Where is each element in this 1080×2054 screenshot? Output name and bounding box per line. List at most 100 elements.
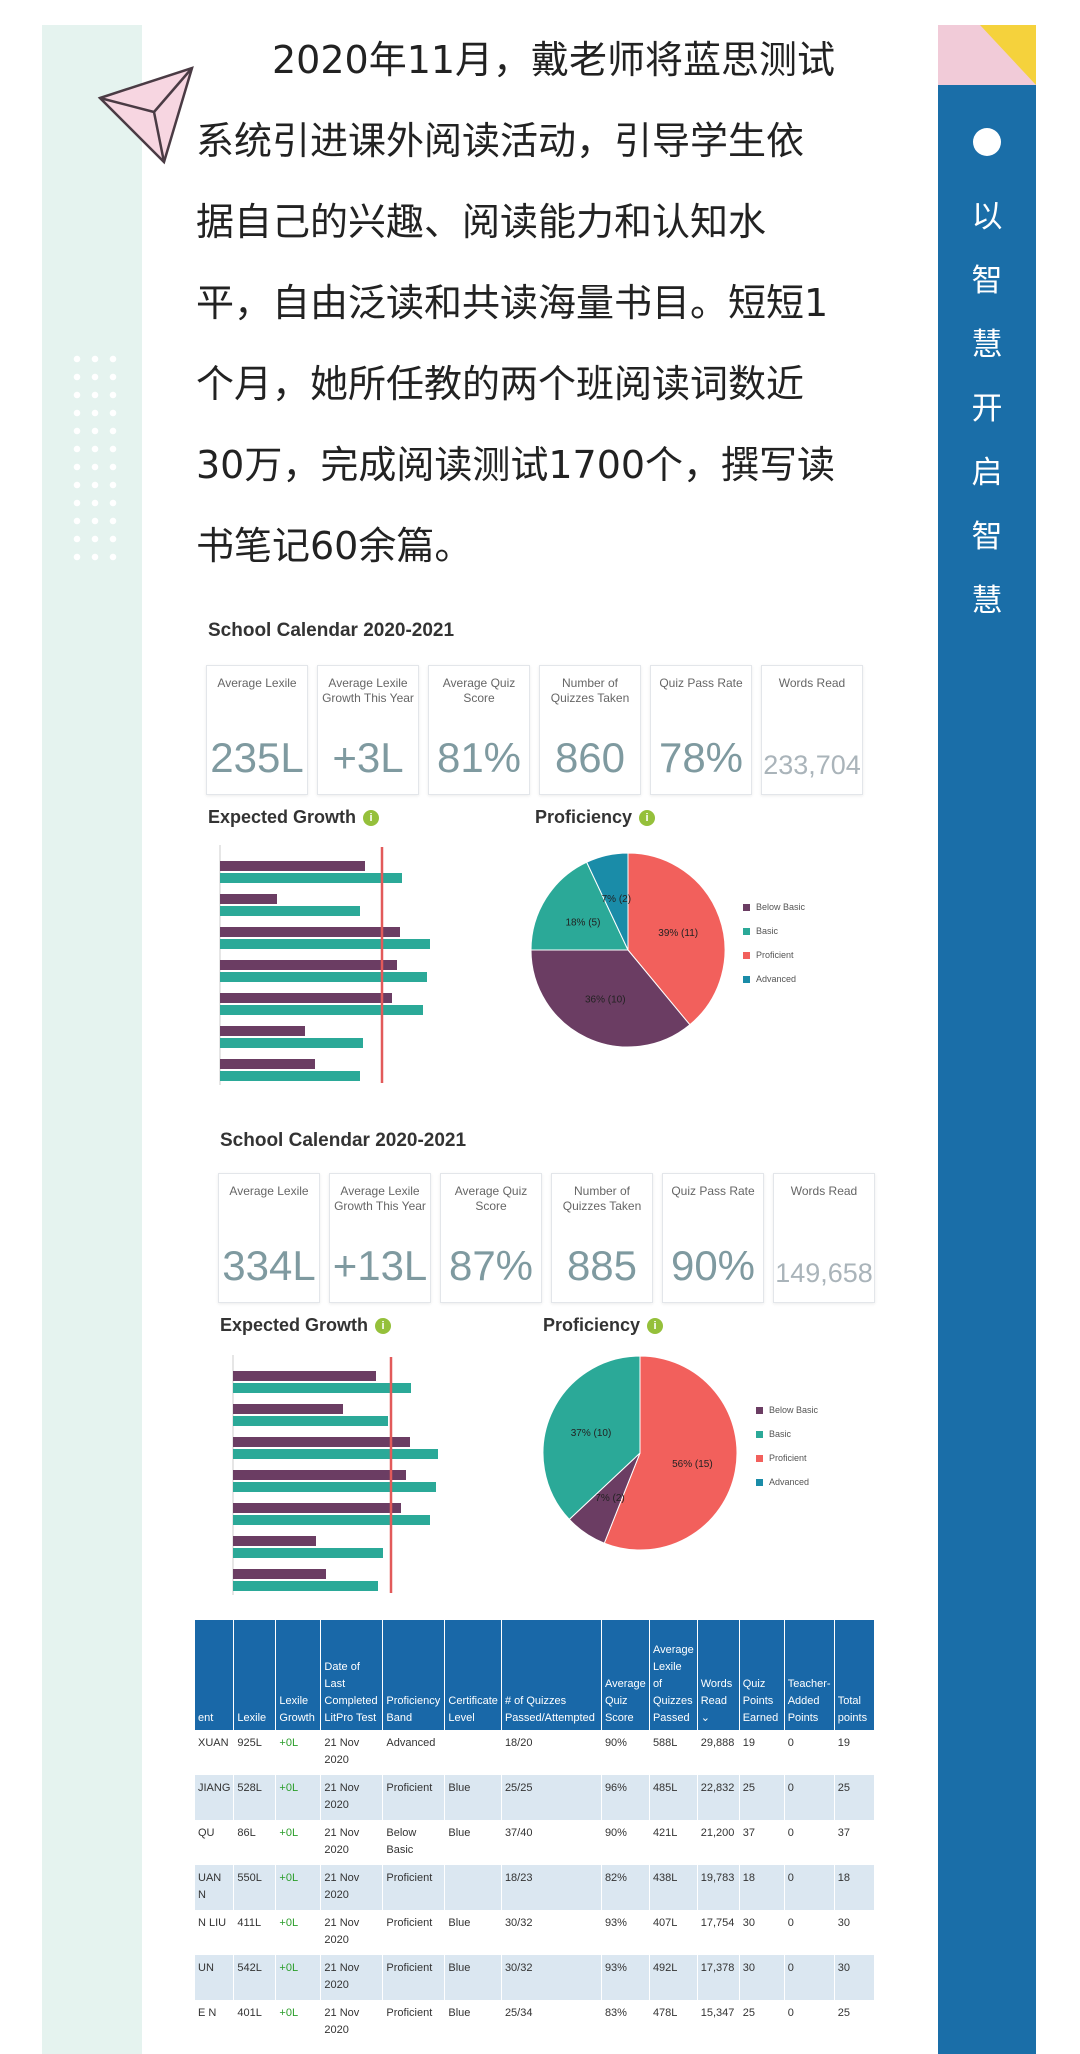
metric-card: Average Quiz Score 87%: [440, 1173, 542, 1303]
growth-bar: [233, 1482, 436, 1492]
table-cell: 925L: [233, 1730, 277, 1775]
growth-bar: [233, 1470, 406, 1480]
column-header[interactable]: Words Read ⌄: [697, 1620, 740, 1730]
info-icon[interactable]: i: [363, 809, 380, 826]
metric-value: 90%: [670, 1242, 756, 1289]
legend-swatch: [743, 951, 750, 959]
expected-growth-title: Expected Growth i: [208, 807, 380, 828]
legend-item[interactable]: Proficient: [743, 943, 805, 967]
table-cell: 90%: [601, 1820, 650, 1865]
table-row[interactable]: UN 542L +0L 21 Nov 2020 Proficient Blue 30/32 9…: [195, 1955, 875, 2000]
legend-label: Proficient: [756, 950, 794, 960]
legend-swatch: [743, 975, 750, 983]
table-cell: 18/20: [501, 1730, 602, 1775]
metric-card: Average Lexile 235L: [206, 665, 308, 795]
sidebar-char: 智: [971, 519, 1003, 555]
legend-item[interactable]: Advanced: [756, 1470, 818, 1494]
table-cell: Blue: [444, 1955, 502, 2000]
metric-label: Average Lexile: [229, 1184, 309, 1198]
pie-slice-label: 36% (10): [585, 994, 626, 1005]
table-cell: 21 Nov 2020: [320, 1865, 384, 1910]
table-row[interactable]: UAN N 550L +0L 21 Nov 2020 Proficient 18/23 82…: [195, 1865, 875, 1910]
metric-label: Quiz Pass Rate: [659, 676, 743, 690]
pie-slice: [586, 852, 629, 951]
table-cell: 0: [784, 1820, 835, 1865]
legend-item[interactable]: Below Basic: [743, 895, 805, 919]
table-row[interactable]: XUAN 925L +0L 21 Nov 2020 Advanced 18/20 90% 58…: [195, 1730, 875, 1775]
table-cell: 492L: [649, 1955, 698, 2000]
table-cell: +0L: [275, 1910, 322, 1955]
table-cell: Advanced: [382, 1730, 446, 1775]
column-header: Certificate Level: [444, 1620, 502, 1730]
metric-card: Average Lexile Growth This Year +13L: [329, 1173, 431, 1303]
expected-growth-chart: [232, 1355, 438, 1595]
table-cell: UAN N: [195, 1865, 235, 1910]
sidebar-char: 以: [971, 199, 1003, 235]
metric-label: Number of Quizzes Taken: [562, 1184, 642, 1213]
growth-bar: [220, 861, 365, 871]
table-cell: +0L: [275, 1730, 322, 1775]
info-icon[interactable]: i: [639, 809, 656, 826]
table-cell: 0: [784, 2000, 835, 2045]
legend-item[interactable]: Advanced: [743, 967, 805, 991]
pie-slice: [530, 949, 691, 1048]
metric-label: Quiz Pass Rate: [671, 1184, 755, 1198]
section-label: Expected Growth: [208, 807, 357, 827]
column-header: Quiz Points Earned: [739, 1620, 785, 1730]
proficiency-title: Proficiency i: [543, 1315, 664, 1336]
table-cell: +0L: [275, 2000, 322, 2045]
dashboard-title: School Calendar 2020-2021: [220, 1130, 467, 1151]
table-cell: 86L: [233, 1820, 277, 1865]
section-label: Proficiency: [543, 1315, 641, 1335]
info-icon[interactable]: i: [375, 1317, 392, 1334]
section-label: Proficiency: [535, 807, 633, 827]
table-cell: 37: [739, 1820, 785, 1865]
growth-bar: [220, 1005, 423, 1015]
metric-label: Average Lexile: [217, 676, 297, 690]
metric-label: Average Quiz Score: [442, 676, 516, 705]
metric-card: Words Read 233,704: [761, 665, 863, 795]
metric-value: 334L: [222, 1242, 316, 1289]
growth-bar: [220, 894, 277, 904]
table-cell: 30/32: [501, 1955, 602, 2000]
table-row[interactable]: N LIU 411L +0L 21 Nov 2020 Proficient Blue 30/…: [195, 1910, 875, 1955]
table-cell: 96%: [601, 1775, 650, 1820]
legend-swatch: [756, 1430, 763, 1438]
legend-swatch: [743, 903, 750, 911]
table-cell: Blue: [444, 1775, 502, 1820]
column-header: Total points: [834, 1620, 875, 1730]
metric-label: Words Read: [790, 1184, 858, 1198]
table-cell: 18: [739, 1865, 785, 1910]
column-header: Date of Last Completed LitPro Test: [320, 1620, 384, 1730]
growth-bar: [233, 1371, 376, 1381]
table-row[interactable]: JIANG 528L +0L 21 Nov 2020 Proficient Blue 25/…: [195, 1775, 875, 1820]
table-cell: 29,888: [697, 1730, 740, 1775]
table-row[interactable]: E N 401L +0L 21 Nov 2020 Proficient Blue 25/34…: [195, 2000, 875, 2045]
legend-label: Below Basic: [769, 1405, 819, 1415]
metric-card: Average Lexile 334L: [218, 1173, 320, 1303]
info-icon[interactable]: i: [647, 1317, 664, 1334]
legend-item[interactable]: Basic: [756, 1422, 818, 1446]
article-line: 书笔记60余篇。: [196, 524, 473, 568]
table-cell: 83%: [601, 2000, 650, 2045]
table-cell: 18: [834, 1865, 875, 1910]
pie-slice: [530, 861, 629, 951]
pie-slice-label: 39% (11): [658, 928, 698, 939]
table-cell: 37/40: [501, 1820, 602, 1865]
growth-bar: [233, 1548, 383, 1558]
article-line: 2020年11月，戴老师将蓝思测试: [272, 38, 836, 82]
table-cell: E N: [195, 2000, 235, 2045]
legend-item[interactable]: Below Basic: [756, 1398, 818, 1422]
metric-value: +3L: [332, 734, 404, 781]
table-row[interactable]: QU 86L +0L 21 Nov 2020 Below Basic Blue 37/40 9…: [195, 1820, 875, 1865]
column-header: # of Quizzes Passed/Attempted: [501, 1620, 602, 1730]
legend-item[interactable]: Proficient: [756, 1446, 818, 1470]
pie-slice: [627, 852, 726, 1026]
metric-label: Number of Quizzes Taken: [550, 676, 630, 705]
legend-label: Proficient: [769, 1453, 807, 1463]
sidebar-char: 慧: [971, 583, 1003, 619]
table-cell: 542L: [233, 1955, 277, 2000]
legend-item[interactable]: Basic: [743, 919, 805, 943]
metric-value: 233,704: [763, 750, 861, 780]
table-cell: 588L: [649, 1730, 698, 1775]
